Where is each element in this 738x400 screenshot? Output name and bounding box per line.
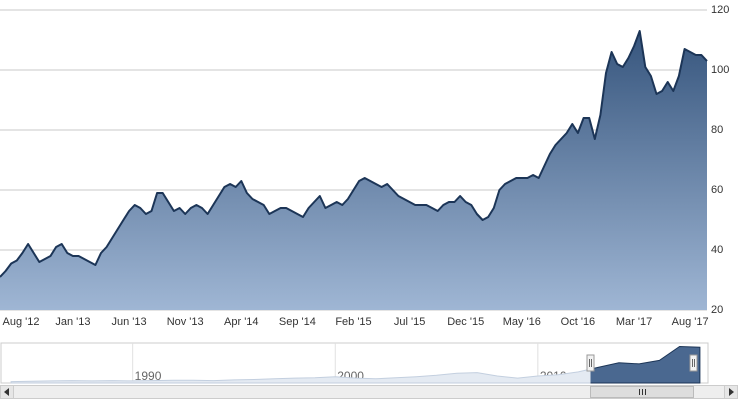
nav-tick-label: 1990	[135, 369, 162, 383]
nav-area	[10, 345, 701, 384]
x-tick-label: Nov '13	[167, 316, 204, 328]
left-arrow	[4, 388, 9, 396]
x-tick-label: Jul '15	[394, 316, 425, 328]
right-handle[interactable]	[689, 354, 698, 372]
y-tick-label: 40	[711, 244, 723, 256]
y-tick-label: 60	[711, 184, 723, 196]
x-tick-label: Apr '14	[224, 316, 259, 328]
y-tick-label: 100	[711, 64, 729, 76]
navigator-handles[interactable]	[586, 354, 698, 372]
y-tick-label: 80	[711, 124, 723, 136]
x-tick-label: Jan '13	[55, 316, 90, 328]
main-plot: 20 40 60 80 100 120 Aug '12 Jan '13 Jun '13 Nov '…	[0, 4, 729, 328]
x-tick-label: Sep '14	[279, 316, 316, 328]
x-tick-label: Jun '13	[111, 316, 146, 328]
y-tick-label: 20	[711, 304, 723, 316]
left-handle[interactable]	[586, 354, 595, 372]
right-arrow	[729, 388, 734, 396]
x-tick-label: May '16	[503, 316, 541, 328]
x-tick-label: Oct '16	[561, 316, 596, 328]
line	[0, 30, 708, 278]
area	[0, 31, 707, 310]
x-tick-label: Mar '17	[616, 316, 652, 328]
x-tick-label: Dec '15	[447, 316, 484, 328]
navigator: 199020002010	[0, 342, 709, 384]
y-tick-label: 120	[711, 4, 729, 16]
x-tick-label: Aug '12	[3, 316, 40, 328]
x-tick-label: Feb '15	[335, 316, 371, 328]
scrollbar[interactable]	[0, 385, 738, 399]
x-tick-label: Aug '17	[672, 316, 709, 328]
